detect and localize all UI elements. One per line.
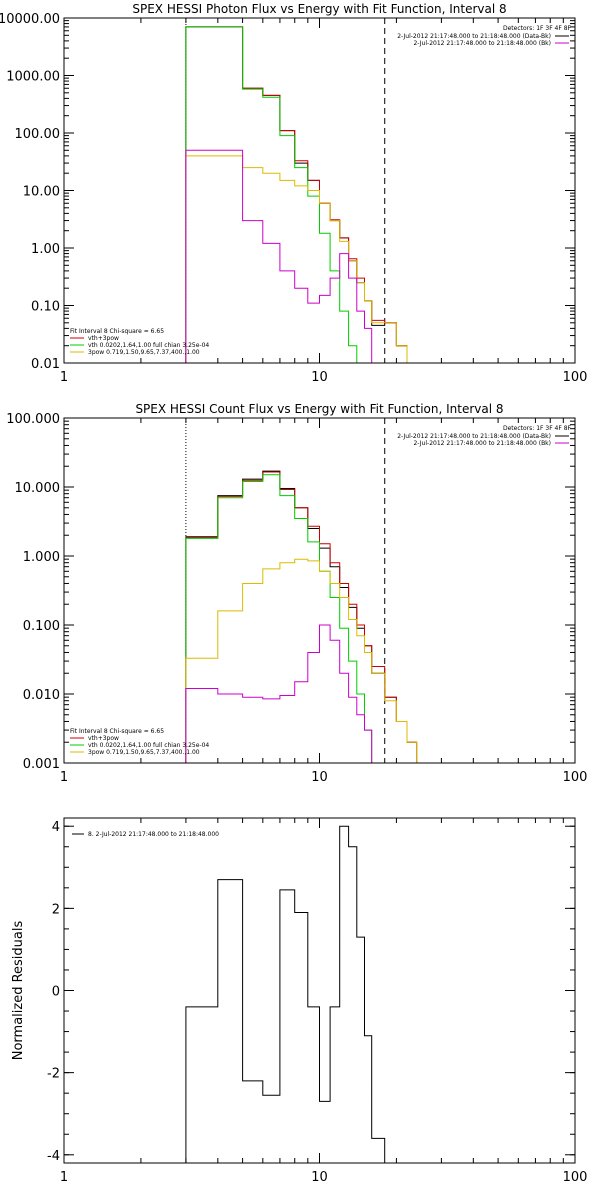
legend-entry: vth 0.0202,1.64,1.00 full chian 3.25e-04 [88, 742, 209, 749]
series-3pow [185, 155, 418, 363]
legend-header: Detectors: 1F 3F 4F 8F [503, 425, 572, 432]
legend-entry: 2-Jul-2012 21:17:48.000 to 21:18:48.000 … [413, 440, 551, 447]
y-tick-label: 0 [52, 985, 60, 1000]
y-tick-label: 1.00 [31, 242, 60, 257]
legend-entry: vth+3pow [88, 735, 119, 742]
y-tick-label: 4 [52, 820, 60, 835]
plot-frame [63, 417, 576, 764]
y-tick-label: 2 [52, 902, 60, 917]
x-tick-label: 10 [311, 370, 328, 385]
legend-entry: 8. 2-Jul-2012 21:17:48.000 to 21:18:48.0… [88, 831, 219, 838]
legend-entry: 2-Jul-2012 21:17:48.000 to 21:18:48.000 … [413, 40, 551, 47]
y-tick-label: 10.000 [15, 481, 61, 496]
y-tick-label: 0.10 [31, 300, 60, 315]
y-tick-label: 0.01 [31, 357, 60, 372]
plot-frame [63, 17, 576, 364]
y-tick-label: 1.000 [23, 550, 60, 565]
series-vth [185, 26, 358, 363]
y-tick-label: 10.00 [23, 185, 60, 200]
x-tick-label: 100 [563, 370, 588, 385]
plot-area [185, 825, 386, 1163]
legend-entry: vth+3pow [88, 335, 119, 342]
series-vth-3pow [185, 471, 418, 763]
y-tick-label: 1000.00 [6, 70, 60, 85]
x-tick-label: 1 [60, 370, 68, 385]
chart-panel-3: Normalized Residuals 1 10 100 4 2 0 -2 -4 8. 2-Ju… [11, 817, 588, 1185]
plot-area [185, 418, 418, 763]
series-3pow [185, 558, 418, 763]
plot-area [185, 18, 418, 363]
y-tick-label: 100.00 [15, 127, 61, 142]
x-tick-label: 10 [311, 1170, 328, 1185]
x-tick-label: 10 [311, 770, 328, 785]
chart-panel-2: SPEX HESSI Count Flux vs Energy with Fit… [6, 402, 587, 785]
chart-title: SPEX HESSI Count Flux vs Energy with Fit… [135, 402, 503, 416]
x-tick-label: 1 [60, 770, 68, 785]
y-tick-label: 0.010 [23, 688, 60, 703]
series-vth [185, 474, 386, 763]
series-vth-3pow [185, 26, 418, 363]
y-tick-label: 10000.00 [0, 12, 60, 27]
legend-entry: 3pow 0.719,1.50,9.65,7.37,400.,1.00 [88, 349, 200, 356]
series-data-bk [185, 470, 418, 763]
x-tick-label: 100 [563, 1170, 588, 1185]
y-axis-label: Normalized Residuals [11, 921, 26, 1061]
y-tick-label: -4 [47, 1149, 60, 1164]
legend-header: Detectors: 1F 3F 4F 8F [503, 25, 572, 32]
chart-panel-1: SPEX HESSI Photon Flux vs Energy with Fi… [0, 2, 587, 385]
series-data-bk [185, 26, 418, 363]
y-tick-label: 100.000 [6, 412, 60, 427]
legend-entry: 2-Jul-2012 21:17:48.000 to 21:18:48.000 … [397, 33, 551, 40]
x-tick-label: 1 [60, 1170, 68, 1185]
series-residuals [185, 825, 386, 1163]
y-tick-label: 0.100 [23, 619, 60, 634]
plot-frame [63, 817, 576, 1164]
legend-header: Fit Interval 8 Chi-square = 6.65 [70, 328, 164, 335]
y-tick-label: 0.001 [23, 757, 60, 772]
y-tick-label: -2 [47, 1067, 60, 1082]
x-tick-label: 100 [563, 770, 588, 785]
legend-header: Fit Interval 8 Chi-square = 6.65 [70, 728, 164, 735]
series-bk [185, 149, 386, 363]
legend-entry: 2-Jul-2012 21:17:48.000 to 21:18:48.000 … [397, 433, 551, 440]
chart-title: SPEX HESSI Photon Flux vs Energy with Fi… [132, 2, 506, 16]
legend-entry: 3pow 0.719,1.50,9.65,7.37,400.,1.00 [88, 749, 200, 756]
legend-entry: vth 0.0202,1.64,1.00 full chian 3.25e-04 [88, 342, 209, 349]
series-bk [185, 624, 386, 763]
